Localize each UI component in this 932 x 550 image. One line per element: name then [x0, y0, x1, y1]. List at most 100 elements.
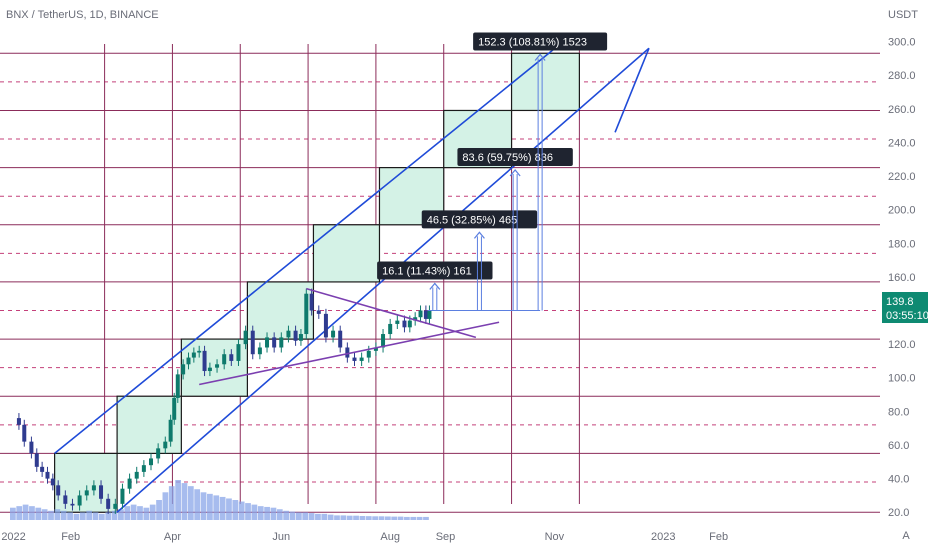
- candle-body-43: [286, 330, 291, 338]
- current-price-tag-bg: [882, 292, 928, 323]
- projection-arrow-head-3: [534, 53, 546, 61]
- volume-bar-59: [384, 516, 391, 520]
- volume-bar-30: [200, 492, 207, 520]
- candle-body-3: [29, 441, 34, 454]
- volume-bar-31: [207, 493, 213, 520]
- candle-body-39: [257, 347, 262, 355]
- candle-body-22: [156, 448, 161, 459]
- volume-bar-38: [251, 504, 258, 520]
- volume-bar-37: [245, 503, 251, 520]
- volume-bar-53: [346, 515, 353, 520]
- candle-body-47: [309, 293, 314, 311]
- volume-bar-39: [257, 506, 264, 520]
- lower-trend-line: [199, 321, 500, 386]
- candle-body-48: [316, 310, 321, 314]
- projection-label-bg-2: [457, 147, 573, 166]
- price-tick-label-11: 80.0: [888, 406, 909, 418]
- price-tick-label-3: 240.0: [888, 137, 916, 149]
- volume-bar-51: [334, 515, 340, 520]
- candle-body-37: [243, 330, 248, 345]
- price-tick-label-4: 220.0: [888, 171, 916, 183]
- candle-body-26: [175, 374, 180, 398]
- candle-body-25: [172, 397, 177, 420]
- current-price-value: 139.8: [886, 296, 914, 308]
- volume-bar-27: [181, 483, 188, 520]
- candle-body-57: [381, 334, 386, 348]
- volume-bar-50: [327, 514, 334, 520]
- candle-body-10: [70, 503, 75, 506]
- candle-body-4: [34, 453, 39, 467]
- price-tick-label-2: 260.0: [888, 104, 916, 116]
- volume-bar-18: [124, 506, 131, 520]
- price-tick-label-14: 20.0: [888, 507, 909, 519]
- price-axis-unit: USDT: [888, 9, 918, 21]
- price-tick-label-12: 60.0: [888, 440, 909, 452]
- channel-line-lower-extension: [614, 47, 650, 133]
- volume-bar-15: [105, 512, 112, 520]
- projection-label-bg-1: [421, 210, 538, 229]
- volume-bar-16: [111, 510, 118, 520]
- volume-bar-65: [423, 516, 429, 520]
- volume-bar-42: [276, 509, 283, 520]
- projection-label-bg-0: [377, 261, 493, 280]
- price-tick-label-1: 280.0: [888, 70, 916, 82]
- time-tick-label-2: Apr: [164, 531, 181, 543]
- candle-body-13: [91, 485, 96, 491]
- candle-body-64: [423, 310, 428, 319]
- volume-bar-34: [226, 498, 232, 520]
- chart-overlay: 139.8 03:55:10 A: [882, 292, 929, 542]
- volume-bar-22: [149, 504, 156, 520]
- volume-bar-32: [213, 495, 220, 520]
- candle-body-15: [106, 498, 111, 509]
- volume-bar-26: [175, 480, 181, 520]
- auto-scale-badge[interactable]: A: [902, 530, 910, 542]
- projection-box-3: [246, 281, 315, 340]
- candle-body-14: [99, 485, 104, 499]
- candle-body-54: [359, 357, 364, 361]
- candle-body-46: [304, 293, 309, 335]
- volume-bar-29: [194, 489, 201, 520]
- volume-bar-44: [289, 511, 296, 520]
- current-price-countdown: 03:55:10: [886, 310, 929, 322]
- candle-body-44: [293, 330, 298, 341]
- volume-bar-9: [67, 512, 73, 520]
- candle-body-59: [395, 320, 400, 324]
- projection-label-0: 16.1 (11.43%) 161: [382, 265, 472, 277]
- candle-body-56: [373, 347, 378, 351]
- projection-box-2: [180, 338, 248, 397]
- volume-bar-64: [416, 516, 423, 520]
- candle-body-11: [77, 495, 82, 506]
- candle-body-21: [149, 458, 154, 466]
- current-price-tag: 139.8 03:55:10: [882, 292, 929, 323]
- volume-bar-6: [48, 510, 54, 520]
- volume-bar-1: [16, 506, 23, 520]
- volume-bar-28: [187, 486, 194, 520]
- volume-bar-8: [60, 510, 67, 520]
- projection-label-bg-3: [473, 32, 608, 51]
- time-tick-label-5: Sep: [436, 531, 456, 543]
- volume-bar-13: [92, 512, 99, 520]
- candle-body-53: [352, 357, 357, 361]
- volume-bar-33: [219, 496, 226, 520]
- price-tick-label-10: 100.0: [888, 373, 916, 385]
- volume-bar-58: [378, 516, 385, 520]
- price-tick-label-7: 160.0: [888, 272, 916, 284]
- candle-body-49: [323, 313, 328, 338]
- volume-bar-47: [308, 513, 315, 520]
- volume-bar-63: [410, 516, 417, 520]
- projection-label-3: 152.3 (108.81%) 1523: [478, 36, 587, 48]
- time-tick-label-4: Aug: [380, 531, 400, 543]
- volume-bar-43: [283, 510, 290, 520]
- time-tick-label-7: 2023: [651, 531, 675, 543]
- volume-bar-4: [35, 507, 42, 520]
- volume-bar-49: [321, 513, 328, 520]
- volume-bar-57: [372, 516, 379, 520]
- volume-bar-46: [302, 512, 309, 520]
- volume-bar-20: [137, 506, 143, 520]
- candle-body-2: [22, 424, 27, 442]
- candle-body-42: [279, 337, 284, 348]
- candle-body-41: [272, 337, 277, 348]
- candle-body-5: [40, 466, 45, 472]
